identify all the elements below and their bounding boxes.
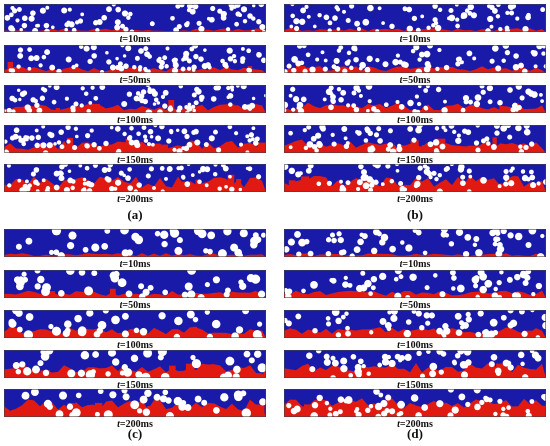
flow-field-image (4, 4, 266, 32)
time-label: t=50ms (399, 75, 431, 86)
strip (4, 350, 266, 378)
flow-field-image (4, 164, 266, 192)
strip (4, 164, 266, 192)
time-label: t=50ms (399, 300, 431, 311)
caption-c: (c) (127, 426, 143, 441)
flow-field-image (284, 270, 546, 298)
time-label: t=200ms (397, 194, 433, 205)
strip (284, 310, 546, 338)
flow-field-image (284, 85, 546, 113)
time-label: t=50ms (119, 300, 151, 311)
flow-field-image (4, 350, 266, 378)
flow-field-image (284, 125, 546, 153)
flow-field-image (284, 350, 546, 378)
strip (284, 270, 546, 298)
time-label: t=100ms (397, 115, 433, 126)
time-label: t=200ms (117, 419, 153, 430)
flow-field-image (284, 4, 546, 32)
flow-field-image (4, 45, 266, 73)
time-label: t=10ms (399, 259, 431, 270)
strip (284, 164, 546, 192)
strip (4, 229, 266, 257)
strip (284, 45, 546, 73)
strip (4, 45, 266, 73)
flow-field-image (4, 85, 266, 113)
time-label: t=200ms (397, 419, 433, 430)
flow-field-image (4, 310, 266, 338)
caption-d: (d) (407, 426, 423, 441)
time-label: t=150ms (397, 155, 433, 166)
strip (284, 350, 546, 378)
strip (284, 4, 546, 32)
strip (4, 389, 266, 417)
flow-field-image (4, 389, 266, 417)
strip (4, 270, 266, 298)
strip (284, 229, 546, 257)
time-label: t=100ms (117, 115, 153, 126)
flow-field-image (284, 389, 546, 417)
flow-field-image (4, 125, 266, 153)
time-label: t=50ms (119, 75, 151, 86)
flow-field-image (284, 229, 546, 257)
time-label: t=150ms (117, 155, 153, 166)
time-label: t=100ms (397, 340, 433, 351)
strip (4, 310, 266, 338)
flow-field-image (284, 310, 546, 338)
strip (4, 85, 266, 113)
flow-field-image (4, 270, 266, 298)
flow-field-image (284, 164, 546, 192)
strip (284, 125, 546, 153)
time-label: t=100ms (117, 340, 153, 351)
time-label: t=200ms (117, 194, 153, 205)
time-label: t=10ms (119, 34, 151, 45)
caption-a: (a) (127, 207, 143, 222)
strip (4, 125, 266, 153)
caption-b: (b) (407, 207, 423, 222)
time-label: t=150ms (117, 380, 153, 391)
time-label: t=10ms (399, 34, 431, 45)
strip (284, 389, 546, 417)
flow-field-image (284, 45, 546, 73)
strip (284, 85, 546, 113)
strip (4, 4, 266, 32)
time-label: t=150ms (397, 380, 433, 391)
flow-field-image (4, 229, 266, 257)
time-label: t=10ms (119, 259, 151, 270)
